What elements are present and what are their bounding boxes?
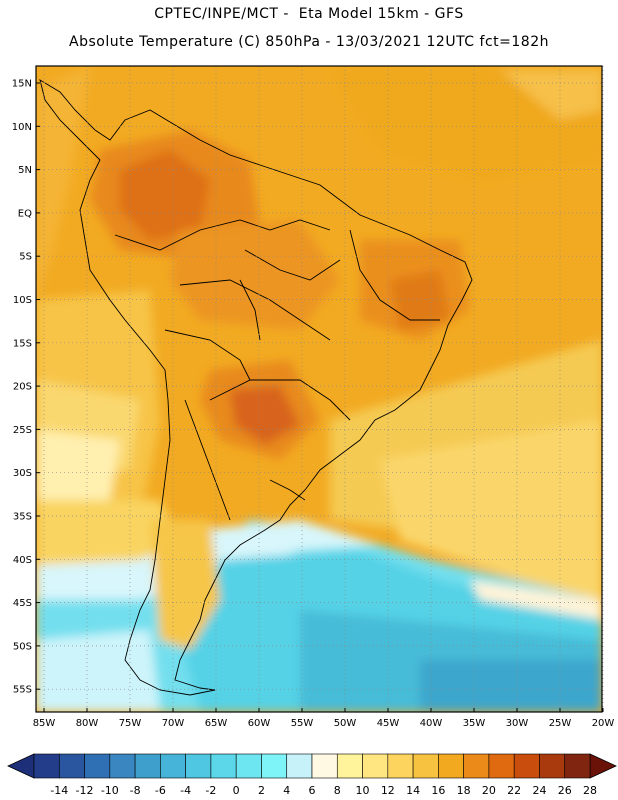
colorbar-label: -10 (101, 784, 119, 797)
lat-label: EQ (18, 208, 32, 219)
colorbar-label: 10 (356, 784, 370, 797)
colorbar-label: 22 (507, 784, 521, 797)
colorbar-swatch (109, 753, 136, 779)
colorbar-swatch (261, 753, 288, 779)
colorbar-label: -8 (130, 784, 141, 797)
colorbar-label: -2 (205, 784, 216, 797)
colorbar-swatch (160, 753, 186, 779)
colorbar-label: 0 (233, 784, 240, 797)
colorbar-swatch (84, 753, 111, 779)
colorbar-swatch (463, 753, 490, 779)
colorbar-swatch (134, 753, 161, 779)
lon-label: 50W (334, 718, 357, 729)
lat-label: 5N (18, 165, 32, 176)
lat-label: 15N (12, 79, 32, 90)
lat-label: 40S (13, 555, 32, 566)
colorbar-swatch (412, 753, 439, 779)
lon-label: 80W (76, 718, 99, 729)
lat-label: 50S (13, 641, 32, 652)
colorbar-label: 2 (258, 784, 265, 797)
colorbar-label: 8 (334, 784, 341, 797)
colorbar-label: 26 (558, 784, 572, 797)
colorbar-label: 20 (482, 784, 496, 797)
colorbar-label: -14 (50, 784, 68, 797)
colorbar-label: -4 (180, 784, 191, 797)
longitude-labels: 85W 80W 75W 70W 65W 60W 55W 50W 45W 40W 35W 30W 25W 2… (33, 708, 615, 729)
colorbar-swatch (58, 753, 85, 779)
colorbar-label: 16 (431, 784, 445, 797)
colorbar-swatch (286, 753, 313, 779)
lat-label: 55S (13, 685, 32, 696)
colorbar-label: 6 (309, 784, 316, 797)
colorbar: -14 -12 -10 -8 -6 -4 -2 0 2 4 6 8 10 12 14 16 18 20 22 24 26… (7, 753, 617, 797)
lon-label: 20W (592, 718, 615, 729)
lon-label: 65W (205, 718, 228, 729)
colorbar-swatch (438, 753, 464, 779)
colorbar-swatch (336, 753, 363, 779)
lat-label: 45S (13, 598, 32, 609)
lon-label: 25W (549, 718, 572, 729)
lon-label: 40W (420, 718, 443, 729)
colorbar-swatch (564, 753, 591, 779)
lon-label: 85W (33, 718, 56, 729)
lat-label: 10S (13, 295, 32, 306)
lat-label: 20S (13, 382, 32, 393)
lat-label: 35S (13, 512, 32, 523)
colorbar-swatch (488, 753, 515, 779)
colorbar-low-arrow (7, 753, 35, 779)
lon-label: 70W (162, 718, 185, 729)
colorbar-swatch (210, 753, 237, 779)
colorbar-swatch (235, 753, 262, 779)
lon-label: 30W (506, 718, 529, 729)
colorbar-swatch (539, 753, 566, 779)
lat-label: 30S (13, 468, 32, 479)
title-line-2: Absolute Temperature (C) 850hPa - 13/03/… (69, 34, 549, 50)
colorbar-label: -6 (155, 784, 166, 797)
coastline (39, 79, 473, 696)
lat-label: 5S (19, 252, 32, 263)
colorbar-label: 14 (406, 784, 420, 797)
map-frame (35, 65, 603, 713)
colorbar-label: 24 (532, 784, 546, 797)
lon-label: 55W (291, 718, 314, 729)
colorbar-swatch (311, 753, 338, 779)
colorbar-swatch (513, 753, 540, 779)
title-line-1: CPTEC/INPE/MCT - Eta Model 15km - GFS (154, 6, 464, 22)
colorbar-swatch (33, 753, 60, 779)
colorbar-swatch (362, 753, 389, 779)
colorbar-label: -12 (76, 784, 94, 797)
colorbar-swatch (387, 753, 414, 779)
lat-label: 25S (13, 425, 32, 436)
lat-label: 15S (13, 338, 32, 349)
lat-label: 10N (12, 122, 32, 133)
temperature-field (36, 66, 602, 712)
colorbar-high-arrow (589, 753, 617, 779)
lon-label: 35W (463, 718, 486, 729)
colorbar-label: 28 (583, 784, 597, 797)
latitude-labels: 15N 10N 5N EQ 5S 10S 15S 20S 25S 30S 35S 40S 45S 50S 5… (12, 79, 40, 696)
colorbar-label: 18 (457, 784, 471, 797)
lon-label: 45W (377, 718, 400, 729)
colorbar-label: 4 (283, 784, 290, 797)
colorbar-label: 12 (381, 784, 395, 797)
lon-label: 60W (248, 718, 271, 729)
colorbar-swatch (185, 753, 212, 779)
lon-label: 75W (119, 718, 142, 729)
